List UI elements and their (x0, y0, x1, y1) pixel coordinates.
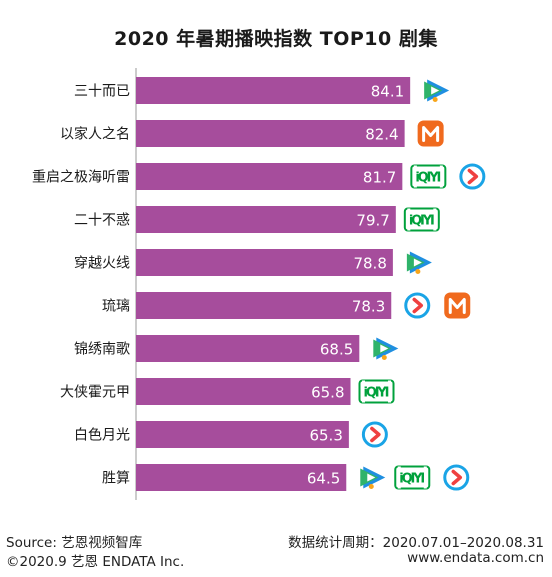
bar (136, 292, 392, 319)
value-label: 64.5 (307, 470, 340, 488)
value-label: 81.7 (363, 169, 396, 187)
value-label: 79.7 (356, 212, 389, 230)
svg-text:iQIYI: iQIYI (364, 386, 390, 401)
bar (136, 77, 411, 104)
bar (136, 464, 347, 491)
iqiyi-icon: iQIYI (403, 207, 440, 232)
iqiyi-icon: iQIYI (410, 164, 447, 189)
tencent-video-icon (373, 337, 399, 360)
value-label: 65.3 (309, 427, 342, 445)
tencent-video-icon (360, 466, 386, 489)
category-label: 大侠霍元甲 (60, 385, 130, 401)
category-label: 二十不惑 (74, 213, 130, 229)
value-label: 84.1 (371, 83, 404, 101)
value-label: 82.4 (365, 126, 398, 144)
bar (136, 120, 405, 147)
tencent-video-icon (424, 79, 450, 102)
category-label: 胜算 (102, 471, 130, 487)
bar (136, 335, 360, 362)
value-label: 78.8 (353, 255, 386, 273)
svg-text:iQIYI: iQIYI (415, 171, 441, 186)
bar-chart: 三十而已 84.1 以家人之名 82.4 重启之极海听雷 81.7 iQIYI 二十不惑 79.… (32, 68, 486, 500)
bar (136, 206, 396, 233)
bar (136, 163, 403, 190)
value-label: 65.8 (311, 384, 344, 402)
value-label: 68.5 (320, 341, 353, 359)
value-label: 78.3 (352, 298, 385, 316)
youku-icon (404, 292, 431, 319)
category-label: 重启之极海听雷 (32, 170, 130, 186)
category-label: 白色月光 (74, 427, 130, 444)
svg-text:iQIYI: iQIYI (409, 214, 435, 229)
youku-icon (443, 464, 470, 491)
svg-text:iQIYI: iQIYI (399, 472, 425, 487)
mango-tv-icon (417, 120, 444, 147)
source-text: Source: 艺恩视频智库 (6, 535, 143, 551)
chart-title: 2020 年暑期播映指数 TOP10 剧集 (114, 28, 438, 50)
iqiyi-icon: iQIYI (394, 465, 431, 490)
tencent-video-icon (406, 251, 432, 274)
category-label: 穿越火线 (74, 256, 130, 272)
mango-tv-icon (444, 292, 471, 319)
bar (136, 249, 393, 276)
category-label: 锦绣南歌 (74, 341, 130, 358)
period-text: 数据统计周期：2020.07.01–2020.08.31 (288, 535, 544, 551)
iqiyi-icon: iQIYI (358, 379, 395, 404)
youku-icon (361, 421, 388, 448)
category-label: 琉璃 (102, 298, 130, 315)
bar (136, 421, 349, 448)
website-text: www.endata.com.cn (407, 550, 544, 566)
copyright-text: ©2020.9 艺恩 ENDATA Inc. (6, 554, 185, 570)
youku-icon (459, 163, 486, 190)
category-label: 以家人之名 (60, 126, 130, 143)
bar (136, 378, 351, 405)
category-label: 三十而已 (74, 84, 130, 100)
